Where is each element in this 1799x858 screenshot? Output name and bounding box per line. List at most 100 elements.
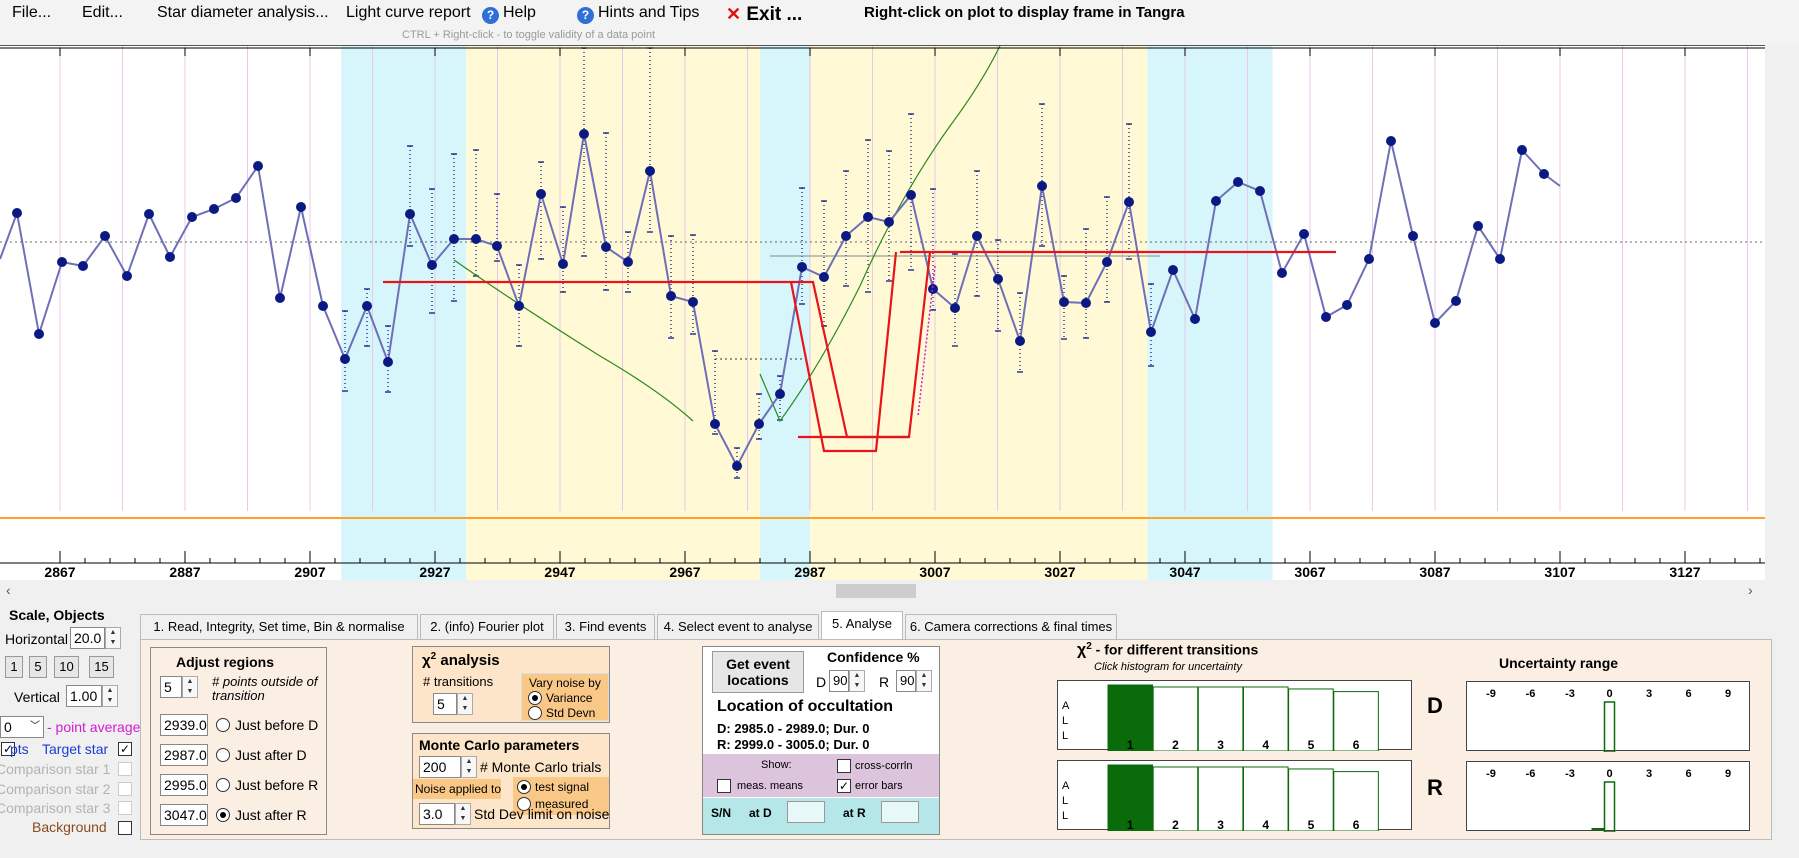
scale-button-15[interactable]: 15 bbox=[89, 656, 114, 678]
hist-axis-letter: A bbox=[1062, 780, 1070, 792]
background-checkbox[interactable] bbox=[118, 821, 132, 835]
r-uncertainty-plot[interactable]: -9 -6 -3 0 3 6 9 bbox=[1466, 761, 1750, 833]
just-before-d-value[interactable]: 2939.0 bbox=[160, 714, 208, 736]
hist-bin-label: 3 bbox=[1217, 738, 1224, 751]
confidence-d-spinner[interactable]: ▲ ▼ bbox=[849, 670, 865, 692]
scale-button-10[interactable]: 10 bbox=[54, 656, 79, 678]
sn-at-d-field[interactable] bbox=[787, 801, 825, 823]
hist-bin-label: 2 bbox=[1172, 818, 1179, 831]
just-after-d-value[interactable]: 2987.0 bbox=[160, 744, 208, 766]
hist-chi-exponent: 2 bbox=[1086, 641, 1092, 652]
scroll-left-arrow-icon[interactable]: ‹ bbox=[6, 582, 11, 598]
d-uncertainty-plot[interactable]: -9 -6 -3 0 3 6 9 bbox=[1466, 681, 1750, 753]
sn-label: S/N bbox=[711, 806, 732, 820]
light-curve-plot[interactable]: 2867 2887 2907 2927 2947 2967 2987 3007 3027 3047… bbox=[0, 45, 1786, 581]
confidence-r-input[interactable]: 90 bbox=[896, 670, 916, 692]
points-outside-input[interactable]: 5 bbox=[160, 676, 182, 698]
menu-hints-label: Hints and Tips bbox=[598, 4, 700, 21]
meas-means-checkbox[interactable] bbox=[717, 779, 731, 793]
confidence-r-spinner[interactable]: ▲ ▼ bbox=[916, 670, 932, 692]
scroll-right-arrow-icon[interactable]: › bbox=[1748, 582, 1753, 598]
confidence-d-input[interactable]: 90 bbox=[829, 670, 849, 692]
tab-camera-corrections[interactable]: 6. Camera corrections & final times bbox=[905, 614, 1117, 639]
get-event-locations-button[interactable]: Get event locations bbox=[712, 651, 804, 693]
menu-file[interactable]: File... bbox=[12, 4, 52, 21]
menu-edit[interactable]: Edit... bbox=[82, 4, 123, 21]
scale-button-1[interactable]: 1 bbox=[5, 656, 23, 678]
error-bars-checkbox[interactable]: ✓ bbox=[837, 779, 851, 793]
region-band-4 bbox=[1147, 46, 1273, 581]
data-point bbox=[688, 297, 698, 307]
std-devn-radio[interactable] bbox=[528, 706, 542, 720]
points-outside-spinner[interactable]: ▲ ▼ bbox=[182, 676, 198, 698]
just-after-r-radio[interactable] bbox=[216, 808, 230, 822]
tab-fourier[interactable]: 2. (info) Fourier plot bbox=[420, 614, 554, 639]
meas-means-label: meas. means bbox=[737, 780, 804, 792]
data-point bbox=[819, 272, 829, 282]
data-point bbox=[57, 257, 67, 267]
data-point bbox=[1277, 268, 1287, 278]
scale-button-5[interactable]: 5 bbox=[29, 656, 47, 678]
monte-carlo-title: Monte Carlo parameters bbox=[419, 737, 580, 753]
comparison-star-3-checkbox[interactable] bbox=[118, 801, 132, 815]
measured-radio[interactable] bbox=[517, 797, 531, 811]
menu-hints[interactable]: ? Hints and Tips bbox=[577, 4, 699, 24]
uncertainty-tick: 9 bbox=[1725, 768, 1731, 780]
vertical-scale-input[interactable]: 1.00 bbox=[66, 685, 102, 707]
std-dev-limit-spinner[interactable]: ▲ ▼ bbox=[455, 803, 471, 825]
horizontal-scrollbar[interactable]: ‹ › bbox=[0, 580, 1765, 602]
just-before-d-radio[interactable] bbox=[216, 718, 230, 732]
tab-select-event[interactable]: 4. Select event to analyse bbox=[657, 614, 819, 639]
just-before-r-radio[interactable] bbox=[216, 778, 230, 792]
variance-radio[interactable] bbox=[528, 691, 542, 705]
uncertainty-tick: 6 bbox=[1685, 768, 1691, 780]
uncertainty-tick: 0 bbox=[1606, 768, 1612, 780]
target-star-checkbox[interactable]: ✓ bbox=[118, 742, 132, 756]
tab-analyse[interactable]: 5. Analyse bbox=[821, 611, 903, 640]
cross-corrln-label: cross-corrln bbox=[855, 760, 913, 772]
data-point bbox=[1211, 196, 1221, 206]
point-average-select[interactable]: 0 ﹀ bbox=[0, 716, 44, 738]
hist-bin-label: 5 bbox=[1308, 738, 1315, 751]
just-after-d-radio[interactable] bbox=[216, 748, 230, 762]
hist-title-rest: - for different transitions bbox=[1091, 641, 1259, 658]
noise-applied-box: Noise applied to bbox=[413, 779, 501, 799]
x-tick-label: 2927 bbox=[419, 564, 450, 580]
target-plot-checkbox[interactable]: ✓ bbox=[1, 742, 15, 756]
just-after-r-value[interactable]: 3047.0 bbox=[160, 804, 208, 826]
uncertainty-tick: -6 bbox=[1526, 768, 1536, 780]
sn-at-r-field[interactable] bbox=[881, 801, 919, 823]
monte-carlo-trials-input[interactable]: 200 bbox=[419, 756, 461, 778]
transitions-spinner[interactable]: ▲ ▼ bbox=[457, 693, 473, 715]
menu-light-curve-report[interactable]: Light curve report bbox=[346, 4, 471, 21]
just-before-r-value[interactable]: 2995.0 bbox=[160, 774, 208, 796]
menu-help[interactable]: ? Help bbox=[482, 4, 536, 24]
data-point bbox=[144, 209, 154, 219]
tab-read[interactable]: 1. Read, Integrity, Set time, Bin & norm… bbox=[140, 614, 418, 639]
hist-bin-label: 2 bbox=[1172, 738, 1179, 751]
x-tick-label: 3007 bbox=[919, 564, 950, 580]
transitions-input[interactable]: 5 bbox=[433, 693, 457, 715]
horizontal-label: Horizontal bbox=[5, 631, 69, 647]
vertical-scale-spinner[interactable]: ▲ ▼ bbox=[102, 685, 118, 707]
data-point bbox=[209, 204, 219, 214]
test-signal-radio[interactable] bbox=[517, 780, 531, 794]
std-dev-limit-input[interactable]: 3.0 bbox=[419, 803, 455, 825]
menu-exit[interactable]: ✕ Exit ... bbox=[726, 4, 802, 26]
sn-at-r-label: at R bbox=[843, 806, 866, 820]
data-point bbox=[1430, 318, 1440, 328]
cross-corrln-checkbox[interactable] bbox=[837, 759, 851, 773]
just-before-r-label: Just before R bbox=[235, 777, 319, 793]
comparison-star-2-checkbox[interactable] bbox=[118, 782, 132, 796]
comparison-star-1-checkbox[interactable] bbox=[118, 762, 132, 776]
data-point bbox=[1364, 254, 1374, 264]
horizontal-scale-spinner[interactable]: ▲ ▼ bbox=[105, 627, 121, 649]
tab-find-events[interactable]: 3. Find events bbox=[556, 614, 655, 639]
scroll-thumb[interactable] bbox=[836, 584, 916, 598]
horizontal-scale-input[interactable]: 20.0 bbox=[70, 627, 105, 649]
menu-star-diameter[interactable]: Star diameter analysis... bbox=[157, 4, 329, 21]
monte-carlo-trials-spinner[interactable]: ▲ ▼ bbox=[461, 756, 477, 778]
